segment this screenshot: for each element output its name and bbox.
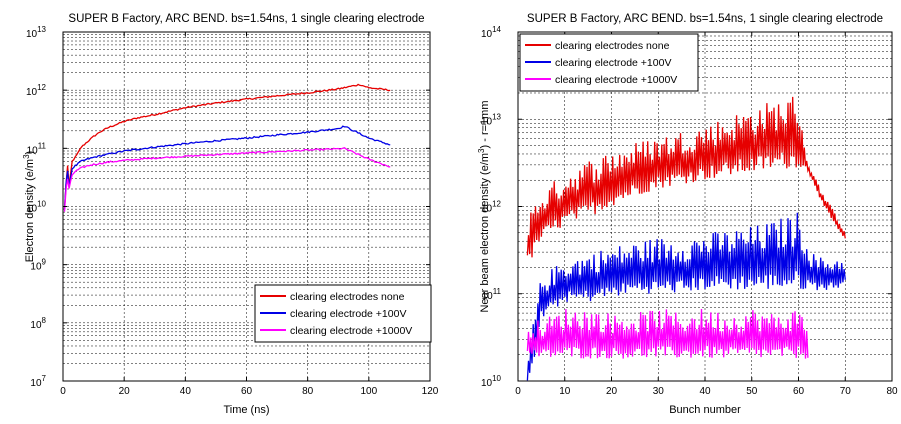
left-chart: 0 20 40 60 80 100 1201071081091010101110121013… bbox=[22, 13, 439, 416]
y-tick-exponent: 8 bbox=[42, 316, 47, 325]
y-tick-base: 10 bbox=[481, 378, 493, 389]
x-tick-label: 20 bbox=[606, 386, 618, 397]
y-axis-label-end: ) bbox=[24, 151, 36, 155]
y-tick-label: 1012 bbox=[481, 200, 502, 215]
x-tick-label: 40 bbox=[180, 386, 192, 397]
y-axis-label-main: Near beam electron density (e/m bbox=[479, 153, 491, 313]
x-tick-label: 0 bbox=[515, 386, 521, 397]
y-tick-base: 10 bbox=[30, 320, 42, 331]
y-tick-exponent: 12 bbox=[492, 200, 501, 209]
legend-label: clearing electrode +1000V bbox=[555, 74, 677, 86]
y-tick-base: 10 bbox=[30, 378, 42, 389]
y-axis-label-end: ) - r=1mm bbox=[479, 100, 491, 148]
x-tick-label: 60 bbox=[241, 386, 253, 397]
y-tick-exponent: 11 bbox=[38, 141, 47, 150]
x-tick-label: 100 bbox=[360, 386, 377, 397]
y-tick-label: 108 bbox=[30, 316, 46, 331]
y-tick-label: 1013 bbox=[481, 112, 502, 127]
y-tick-exponent: 10 bbox=[37, 200, 46, 209]
series-line-3 bbox=[63, 146, 391, 212]
y-tick-label: 1010 bbox=[26, 200, 47, 215]
x-tick-label: 80 bbox=[302, 386, 314, 397]
y-axis-label-main: Electron density (e/m bbox=[24, 159, 36, 262]
legend-label: clearing electrodes none bbox=[290, 291, 405, 303]
y-tick-exponent: 9 bbox=[42, 258, 47, 267]
legend: clearing electrodes none clearing electro… bbox=[519, 33, 699, 92]
y-tick-exponent: 13 bbox=[492, 112, 501, 121]
x-tick-label: 50 bbox=[746, 386, 758, 397]
series-line-1 bbox=[63, 83, 391, 209]
legend-label: clearing electrode +100V bbox=[290, 308, 406, 320]
y-tick-base: 10 bbox=[481, 29, 493, 40]
y-tick-label: 1010 bbox=[481, 374, 502, 389]
y-tick-label: 109 bbox=[30, 258, 46, 273]
y-axis-label: Near beam electron density (e/m3) - r=1m… bbox=[477, 100, 491, 312]
legend-label: clearing electrode +100V bbox=[555, 57, 671, 69]
x-tick-label: 70 bbox=[840, 386, 852, 397]
legend-label: clearing electrode +1000V bbox=[290, 325, 412, 337]
right-chart: 0 10 20 30 40 50 60 70 8010101011101210131014SUP… bbox=[477, 13, 898, 416]
y-tick-base: 10 bbox=[482, 291, 494, 302]
series-line-2 bbox=[63, 125, 391, 210]
x-tick-label: 10 bbox=[559, 386, 571, 397]
y-tick-exponent: 11 bbox=[493, 287, 502, 296]
chart-title: SUPER B Factory, ARC BEND. bs=1.54ns, 1 … bbox=[68, 13, 424, 25]
y-axis-label-superscript: 3 bbox=[477, 148, 486, 153]
x-tick-label: 80 bbox=[886, 386, 898, 397]
series-line-2 bbox=[526, 212, 846, 381]
y-tick-label: 1012 bbox=[26, 83, 47, 98]
x-axis-label: Time (ns) bbox=[223, 404, 269, 416]
series-line-1 bbox=[526, 96, 846, 258]
y-tick-label: 1011 bbox=[27, 141, 47, 156]
y-tick-exponent: 7 bbox=[42, 374, 47, 383]
x-tick-label: 0 bbox=[60, 386, 66, 397]
y-tick-exponent: 13 bbox=[37, 25, 46, 34]
y-tick-exponent: 12 bbox=[37, 83, 46, 92]
x-tick-label: 60 bbox=[793, 386, 805, 397]
y-tick-exponent: 10 bbox=[492, 374, 501, 383]
y-tick-base: 10 bbox=[30, 262, 42, 273]
y-tick-base: 10 bbox=[26, 87, 38, 98]
y-tick-label: 1014 bbox=[481, 25, 502, 40]
y-tick-label: 107 bbox=[30, 374, 46, 389]
y-tick-base: 10 bbox=[481, 116, 493, 127]
chart-title: SUPER B Factory, ARC BEND. bs=1.54ns, 1 … bbox=[527, 13, 883, 25]
x-tick-label: 120 bbox=[422, 386, 439, 397]
legend-label: clearing electrodes none bbox=[555, 40, 670, 52]
y-axis-label: Electron density (e/m3) bbox=[22, 151, 36, 262]
y-tick-exponent: 14 bbox=[492, 25, 501, 34]
y-tick-base: 10 bbox=[481, 204, 493, 215]
x-tick-label: 40 bbox=[699, 386, 711, 397]
y-tick-label: 1011 bbox=[482, 287, 502, 302]
y-tick-base: 10 bbox=[26, 29, 38, 40]
x-tick-label: 30 bbox=[653, 386, 665, 397]
series-line-3 bbox=[526, 308, 809, 359]
legend: clearing electrodes none clearing electro… bbox=[254, 284, 432, 343]
y-tick-base: 10 bbox=[26, 204, 38, 215]
y-tick-base: 10 bbox=[27, 145, 39, 156]
x-tick-label: 20 bbox=[119, 386, 131, 397]
y-tick-label: 1013 bbox=[26, 25, 47, 40]
x-axis-label: Bunch number bbox=[669, 404, 741, 416]
y-axis-label-superscript: 3 bbox=[22, 154, 31, 159]
